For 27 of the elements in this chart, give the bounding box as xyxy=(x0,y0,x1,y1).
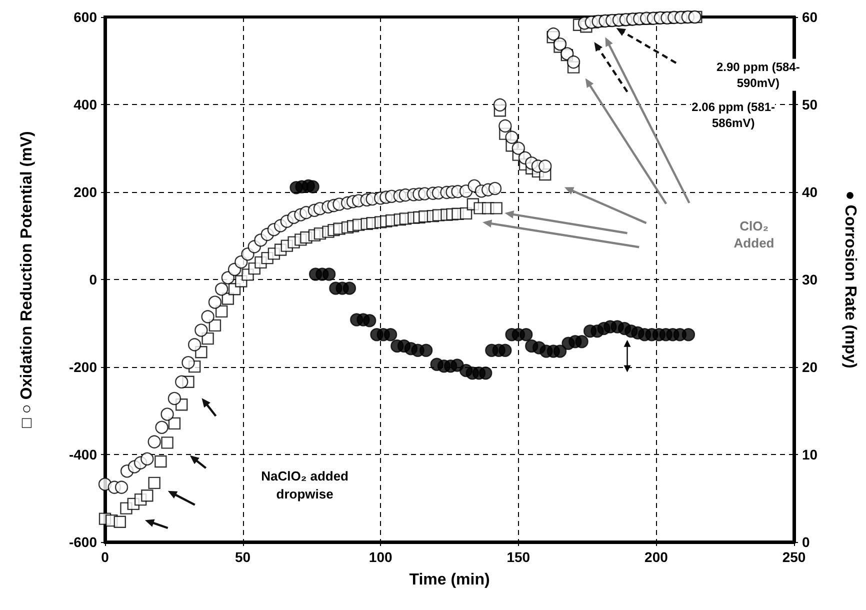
y-axis-title: □ ○ Oxidation Reduction Potential (mV) xyxy=(18,131,36,428)
x-tick-label: 250 xyxy=(782,549,806,565)
y2-tick-label: 40 xyxy=(802,184,818,200)
y2-tick-label: 50 xyxy=(802,96,818,112)
y-tick-label: 0 xyxy=(89,272,98,288)
y-tick-label: 600 xyxy=(74,9,98,25)
annotation: NaClO₂ added dropwise xyxy=(250,468,360,503)
y2-axis-title: ● Corrosion Rate (mpy) xyxy=(842,190,858,368)
x-axis-title: Time (min) xyxy=(409,572,490,588)
y-tick-label: 400 xyxy=(74,96,98,112)
x-tick-label: 50 xyxy=(235,549,251,565)
annotation: 2.06 ppm (581-586mV) xyxy=(691,98,776,132)
y2-tick-label: 10 xyxy=(802,446,818,462)
x-tick-label: 200 xyxy=(644,549,668,565)
annotation: ClO₂ Added xyxy=(719,217,790,252)
y2-tick-label: 30 xyxy=(802,272,818,288)
y2-tick-label: 20 xyxy=(802,359,818,375)
x-tick-label: 0 xyxy=(101,549,110,565)
annotation: 2.90 ppm (584-590mV) xyxy=(716,58,800,91)
x-tick-label: 150 xyxy=(506,549,530,565)
x-tick-label: 100 xyxy=(368,549,392,565)
y-tick-label: 200 xyxy=(74,184,98,200)
y-tick-label: -400 xyxy=(68,446,98,462)
y-tick-label: -200 xyxy=(68,359,98,375)
y2-tick-label: 0 xyxy=(802,534,810,550)
y-tick-label: -600 xyxy=(68,534,98,550)
y2-tick-label: 60 xyxy=(802,9,818,25)
